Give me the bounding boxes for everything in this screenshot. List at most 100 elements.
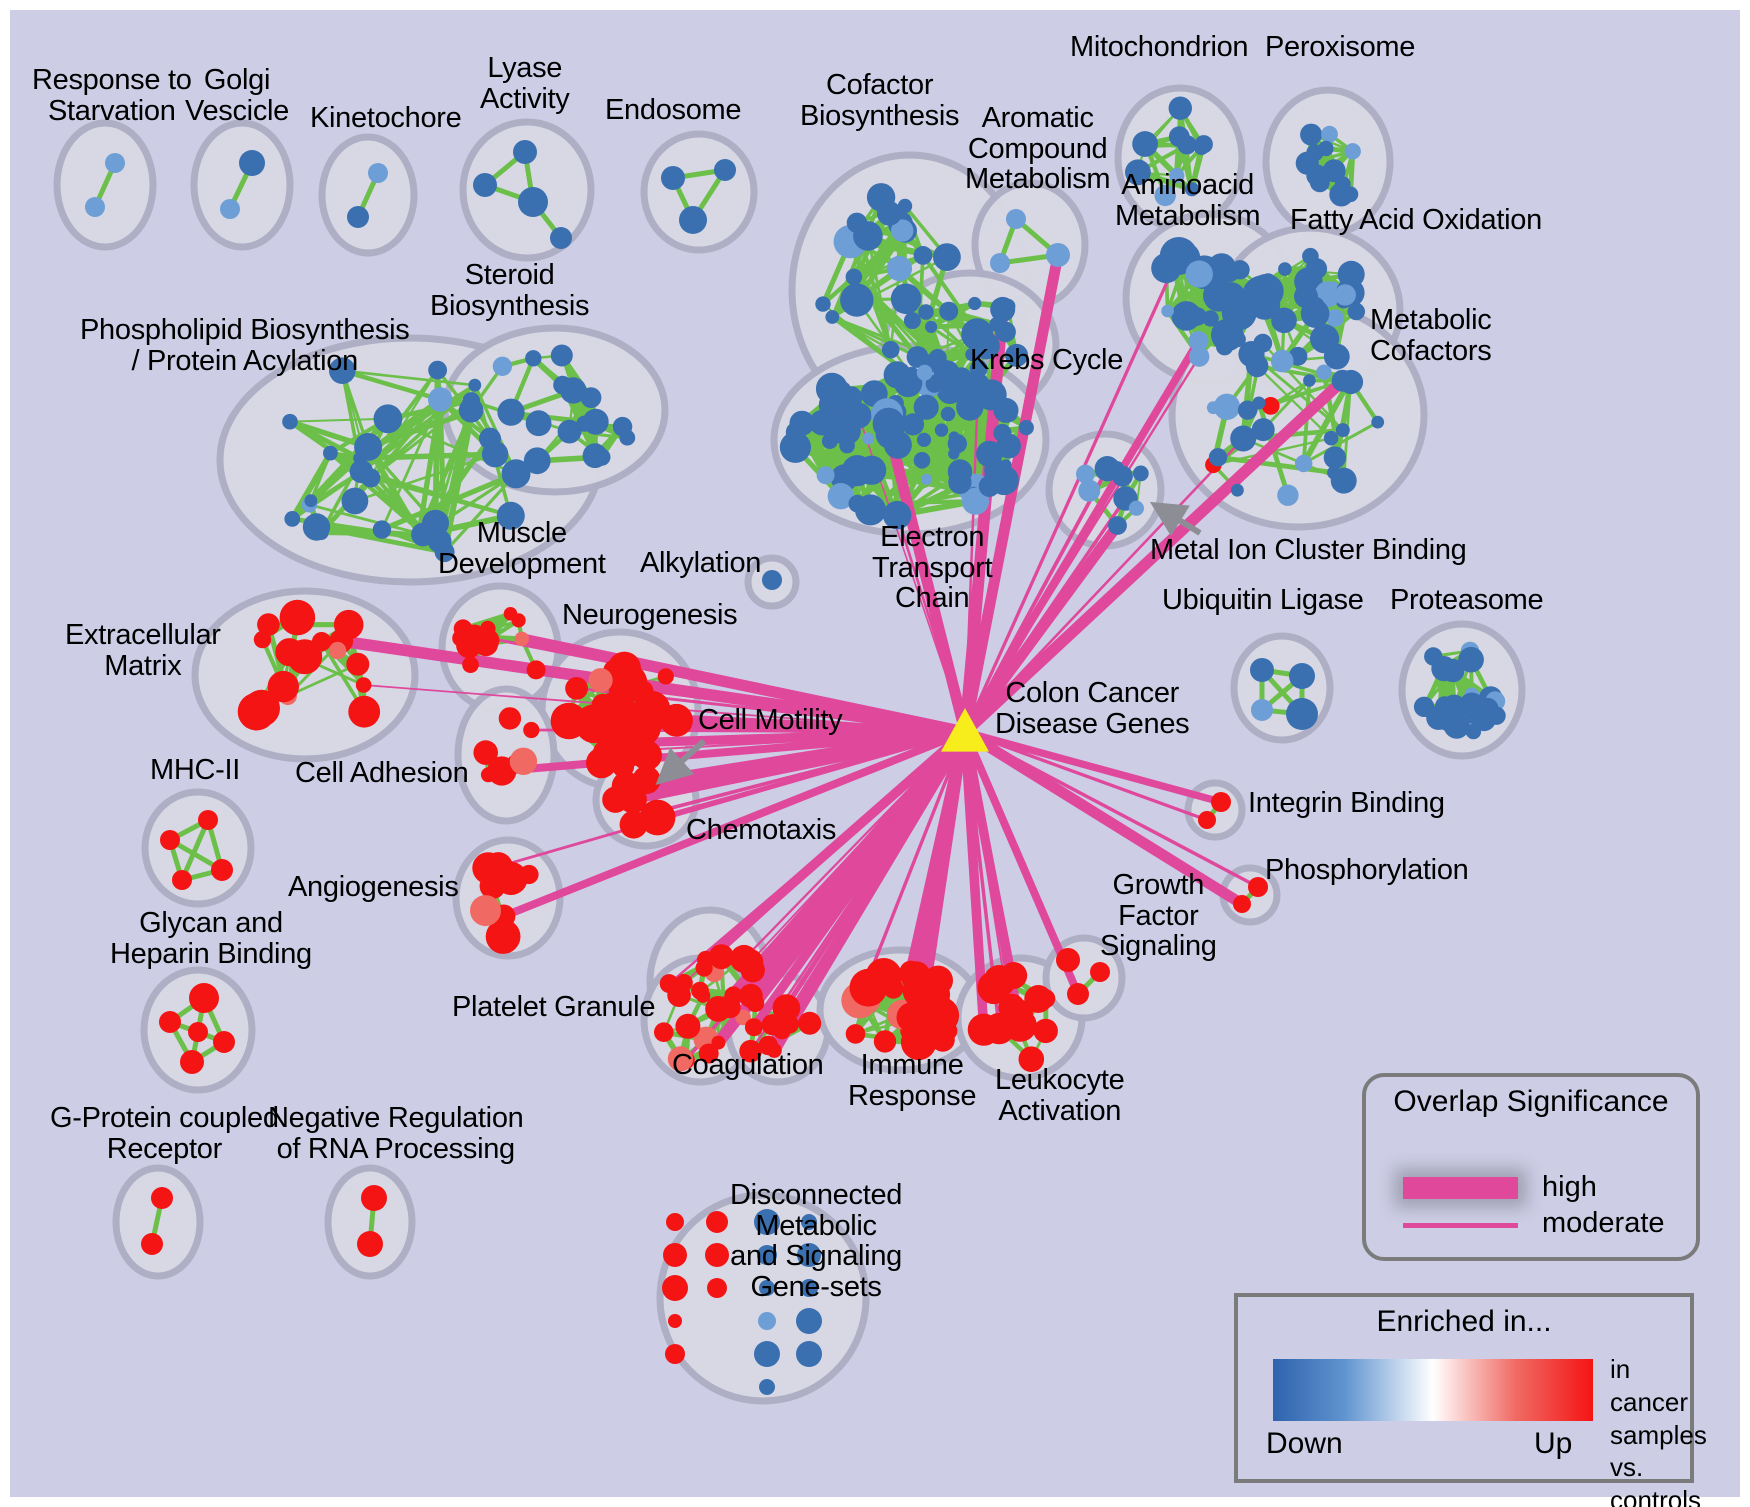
gene-set-node[interactable] [913, 452, 931, 469]
gene-set-node[interactable] [1184, 182, 1200, 197]
gene-set-node[interactable] [668, 1314, 682, 1328]
gene-set-node[interactable] [580, 387, 602, 408]
gene-set-node[interactable] [654, 1022, 674, 1042]
gene-set-node[interactable] [509, 747, 538, 775]
gene-set-node[interactable] [1438, 714, 1456, 731]
gene-set-node[interactable] [667, 1046, 694, 1072]
gene-set-node[interactable] [800, 1279, 818, 1297]
gene-set-node[interactable] [498, 707, 522, 730]
gene-set-node[interactable] [483, 852, 513, 882]
gene-set-node[interactable] [708, 944, 734, 970]
gene-set-node[interactable] [428, 387, 453, 412]
gene-set-node[interactable] [1321, 125, 1338, 143]
gene-set-node[interactable] [1231, 483, 1244, 497]
gene-set-node[interactable] [355, 677, 372, 693]
gene-set-node[interactable] [1323, 430, 1339, 446]
gene-set-node[interactable] [663, 1243, 687, 1267]
gene-set-node[interactable] [323, 445, 338, 461]
gene-set-node[interactable] [698, 1043, 719, 1064]
gene-set-node[interactable] [1277, 484, 1299, 506]
gene-set-node[interactable] [1458, 646, 1484, 673]
gene-set-node[interactable] [1046, 243, 1070, 267]
gene-set-node[interactable] [1316, 364, 1332, 380]
gene-set-node[interactable] [550, 702, 588, 740]
gene-set-node[interactable] [1125, 159, 1151, 186]
gene-set-node[interactable] [758, 1312, 776, 1330]
gene-set-node[interactable] [1302, 247, 1319, 265]
gene-set-node[interactable] [1260, 273, 1277, 290]
gene-set-node[interactable] [975, 379, 1007, 411]
gene-set-node[interactable] [1185, 260, 1213, 288]
gene-set-node[interactable] [151, 1187, 173, 1209]
gene-set-node[interactable] [779, 431, 812, 463]
gene-set-node[interactable] [1323, 343, 1350, 370]
gene-set-node[interactable] [886, 255, 913, 282]
gene-set-node[interactable] [557, 419, 582, 444]
gene-set-node[interactable] [588, 668, 613, 693]
gene-set-node[interactable] [667, 983, 691, 1007]
gene-set-node[interactable] [619, 810, 648, 839]
gene-set-node[interactable] [1322, 159, 1346, 183]
gene-set-node[interactable] [1261, 397, 1280, 415]
gene-set-node[interactable] [257, 613, 280, 636]
gene-set-node[interactable] [427, 529, 452, 554]
gene-set-node[interactable] [1271, 307, 1297, 334]
gene-set-node[interactable] [913, 246, 933, 265]
gene-set-node[interactable] [85, 197, 105, 217]
gene-set-node[interactable] [1338, 369, 1364, 395]
gene-set-node[interactable] [831, 415, 861, 446]
gene-set-node[interactable] [845, 268, 863, 286]
gene-set-node[interactable] [525, 350, 542, 367]
gene-set-node[interactable] [845, 1024, 866, 1044]
gene-set-node[interactable] [1005, 409, 1018, 421]
gene-set-node[interactable] [1188, 307, 1207, 326]
gene-set-node[interactable] [1018, 420, 1034, 436]
gene-set-node[interactable] [695, 959, 713, 977]
gene-set-node[interactable] [1251, 699, 1273, 721]
gene-set-node[interactable] [1344, 143, 1361, 160]
gene-set-node[interactable] [921, 473, 933, 485]
gene-set-node[interactable] [706, 1211, 728, 1233]
gene-set-node[interactable] [1249, 288, 1281, 320]
gene-set-node[interactable] [1006, 209, 1026, 229]
gene-set-node[interactable] [754, 1209, 780, 1235]
gene-set-node[interactable] [916, 432, 932, 447]
gene-set-node[interactable] [882, 500, 912, 530]
gene-set-node[interactable] [526, 660, 546, 680]
gene-set-node[interactable] [675, 1013, 701, 1039]
gene-set-node[interactable] [1303, 374, 1316, 387]
gene-set-node[interactable] [705, 1243, 729, 1267]
gene-set-node[interactable] [1078, 479, 1101, 502]
gene-set-node[interactable] [372, 520, 392, 539]
gene-set-node[interactable] [1188, 331, 1209, 351]
gene-set-node[interactable] [951, 367, 972, 388]
gene-set-node[interactable] [796, 1341, 822, 1367]
gene-set-node[interactable] [1169, 168, 1185, 184]
gene-set-node[interactable] [1432, 658, 1451, 677]
gene-set-node[interactable] [825, 310, 840, 324]
gene-set-node[interactable] [619, 429, 636, 446]
gene-set-node[interactable] [1330, 467, 1357, 494]
gene-set-node[interactable] [348, 695, 381, 728]
gene-set-node[interactable] [1342, 186, 1359, 203]
gene-set-node[interactable] [1252, 396, 1266, 410]
gene-set-node[interactable] [1323, 446, 1347, 469]
gene-set-node[interactable] [797, 1243, 821, 1267]
gene-set-node[interactable] [1289, 663, 1315, 689]
gene-set-node[interactable] [1128, 500, 1144, 516]
gene-set-node[interactable] [1056, 948, 1080, 972]
gene-set-node[interactable] [480, 620, 496, 637]
gene-set-node[interactable] [497, 398, 525, 426]
gene-set-node[interactable] [1139, 138, 1156, 155]
gene-set-node[interactable] [902, 971, 940, 1010]
gene-set-node[interactable] [188, 1022, 208, 1042]
gene-set-node[interactable] [267, 670, 299, 703]
gene-set-node[interactable] [740, 958, 765, 983]
gene-set-node[interactable] [519, 864, 539, 885]
gene-set-node[interactable] [518, 187, 548, 217]
gene-set-node[interactable] [662, 1275, 688, 1301]
gene-set-node[interactable] [243, 689, 280, 727]
gene-set-node[interactable] [913, 394, 939, 420]
gene-set-node[interactable] [965, 347, 979, 362]
gene-set-node[interactable] [773, 1022, 791, 1040]
